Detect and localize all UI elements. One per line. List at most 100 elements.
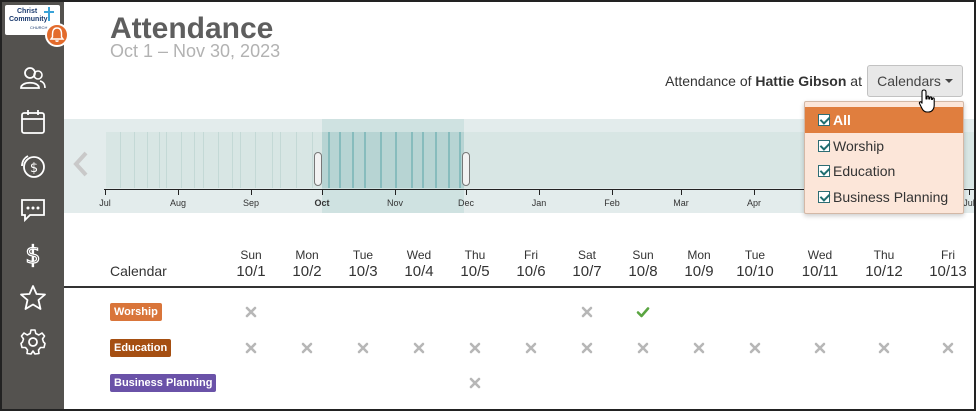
attendance-of-label: Attendance of Hattie Gibson at [665,73,862,89]
absent-x-icon[interactable] [813,341,827,355]
day-of-week: Tue [744,248,766,262]
calendar-row-tag: Worship [110,303,162,321]
checkbox-checked-icon[interactable] [818,165,830,177]
star-icon[interactable] [19,284,47,312]
timeline-event-stripe [232,132,233,188]
day-date: 10/2 [292,263,322,280]
cross-icon [44,7,54,21]
sidebar: Christ Community CHURCH $ $ [2,2,69,409]
absent-x-icon[interactable] [877,341,891,355]
absent-x-icon[interactable] [524,341,538,355]
absent-x-icon[interactable] [748,341,762,355]
absent-x-icon[interactable] [244,341,258,355]
timeline-selected-track [322,132,464,188]
church-logo[interactable]: Christ Community CHURCH [5,5,60,35]
timeline-event-stripe [312,132,313,188]
calendar-filter-label: Business Planning [833,189,949,205]
timeline-tick [969,189,970,195]
timeline-event-stripe [448,132,450,188]
day-date: 10/8 [628,263,658,280]
timeline-month-label: Jul [99,198,111,208]
timeline-month-label: Mar [673,198,689,208]
logo-text-line1: Christ [17,8,38,15]
giving-icon[interactable]: $ [19,152,47,180]
calendar-filter-option[interactable]: All [805,107,963,133]
day-of-week: Thu [873,248,895,262]
timeline-event-stripe [395,132,397,188]
day-column-header: Tue 10/3 [335,248,391,282]
timeline-tick [251,189,252,195]
absent-x-icon[interactable] [580,305,594,319]
day-column-header: Sat 10/7 [559,248,615,282]
calendar-filter-option[interactable]: Worship [805,133,963,159]
hand-pointer-cursor-icon [918,89,935,113]
timeline-event-stripe [255,132,256,188]
absent-x-icon[interactable] [468,341,482,355]
timeline-tick [322,189,323,195]
day-date: 10/5 [460,263,490,280]
calendar-filter-label: Education [833,163,896,179]
checkbox-checked-icon[interactable] [818,140,830,152]
absent-x-icon[interactable] [468,376,482,390]
range-start-handle[interactable] [314,152,322,186]
absent-x-icon[interactable] [412,341,426,355]
day-column-header: Wed 10/11 [792,248,848,282]
dollar-icon[interactable]: $ [19,240,47,269]
absent-x-icon[interactable] [300,341,314,355]
timeline-month-label: Sep [242,198,260,208]
day-column-header: Thu 10/12 [856,248,912,282]
timeline-tick [612,189,613,195]
timeline-tick [395,189,396,195]
day-date: 10/13 [929,263,967,280]
checkbox-checked-icon[interactable] [818,114,830,126]
timeline-event-stripe [203,132,204,188]
timeline-event-stripe [166,132,167,188]
gear-icon[interactable] [19,328,47,356]
day-date: 10/10 [736,263,774,280]
calendar-icon[interactable] [19,108,47,136]
chevron-left-icon[interactable] [70,149,92,179]
calendar-filter-label: Worship [833,138,885,154]
day-of-week: Wed [807,248,833,262]
attendance-prefix: Attendance of [665,73,756,89]
timeline-month-label: Oct [314,198,330,208]
day-of-week: Tue [352,248,374,262]
people-icon[interactable] [19,64,47,92]
range-end-handle[interactable] [462,152,470,186]
caret-down-icon [944,79,953,83]
timeline-month-label: Dec [457,198,475,208]
svg-text:$: $ [25,241,40,268]
checkbox-checked-icon[interactable] [818,191,830,203]
day-date: 10/7 [572,263,602,280]
calendars-button-label: Calendars [877,73,941,89]
day-of-week: Sun [632,248,654,262]
timeline-event-stripe [296,132,297,188]
absent-x-icon[interactable] [636,341,650,355]
present-check-icon[interactable] [636,305,650,319]
notifications-bell-icon[interactable] [45,23,69,47]
calendar-filter-option[interactable]: Education [805,158,963,184]
timeline-event-stripe [328,132,330,188]
person-name: Hattie Gibson [755,73,847,89]
absent-x-icon[interactable] [692,341,706,355]
timeline-event-stripe [120,132,121,188]
day-column-header: Fri 10/6 [503,248,559,282]
absent-x-icon[interactable] [356,341,370,355]
calendars-dropdown-button[interactable]: Calendars [867,65,963,97]
day-column-header: Fri 10/13 [920,248,974,282]
day-of-week: Sun [240,248,262,262]
message-icon[interactable] [19,196,47,224]
day-of-week: Mon [295,248,319,262]
timeline-event-stripe [194,132,195,188]
absent-x-icon[interactable] [244,305,258,319]
timeline-event-stripe [280,132,281,188]
day-date: 10/9 [684,263,714,280]
absent-x-icon[interactable] [580,341,594,355]
day-date: 10/1 [236,263,266,280]
timeline-event-stripe [380,132,382,188]
absent-x-icon[interactable] [941,341,955,355]
calendar-row-tag: Business Planning [110,374,217,392]
day-column-header: Thu 10/5 [447,248,503,282]
calendar-filter-label: All [833,112,851,128]
calendar-filter-option[interactable]: Business Planning [805,184,963,210]
